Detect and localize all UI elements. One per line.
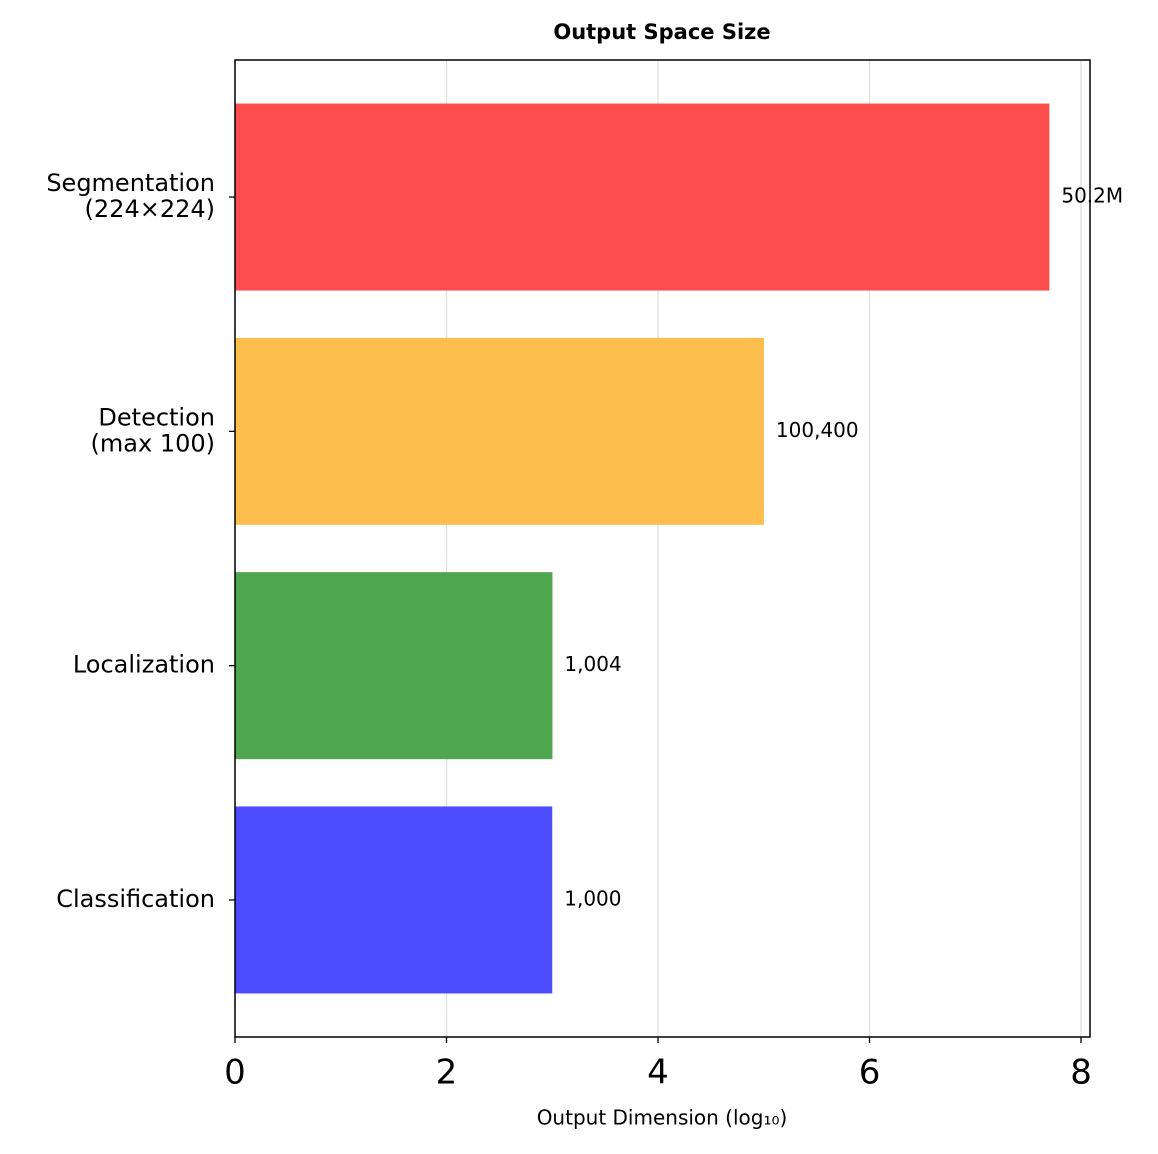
value-label: 50.2M bbox=[1061, 184, 1123, 208]
bar bbox=[235, 337, 764, 525]
chart-title: Output Space Size bbox=[553, 20, 770, 44]
x-tick-label: 0 bbox=[224, 1053, 246, 1093]
bar bbox=[235, 572, 553, 760]
y-tick-label: Segmentation (224×224) bbox=[46, 169, 215, 223]
y-tick-label: Localization bbox=[73, 651, 215, 679]
value-label: 100,400 bbox=[776, 418, 859, 442]
plot-frame bbox=[234, 59, 1091, 1038]
bar bbox=[235, 103, 1050, 291]
x-tick-label: 8 bbox=[1070, 1053, 1092, 1093]
x-tick-label: 4 bbox=[647, 1053, 669, 1093]
x-axis-label: Output Dimension (log₁₀) bbox=[537, 1106, 788, 1130]
value-label: 1,000 bbox=[564, 886, 621, 910]
x-tick-label: 6 bbox=[859, 1053, 881, 1093]
value-label: 1,004 bbox=[564, 652, 621, 676]
bar bbox=[235, 806, 553, 994]
y-tick-label: Classification bbox=[56, 885, 215, 913]
x-tick-label: 2 bbox=[436, 1053, 458, 1093]
y-tick-label: Detection (max 100) bbox=[91, 403, 215, 457]
